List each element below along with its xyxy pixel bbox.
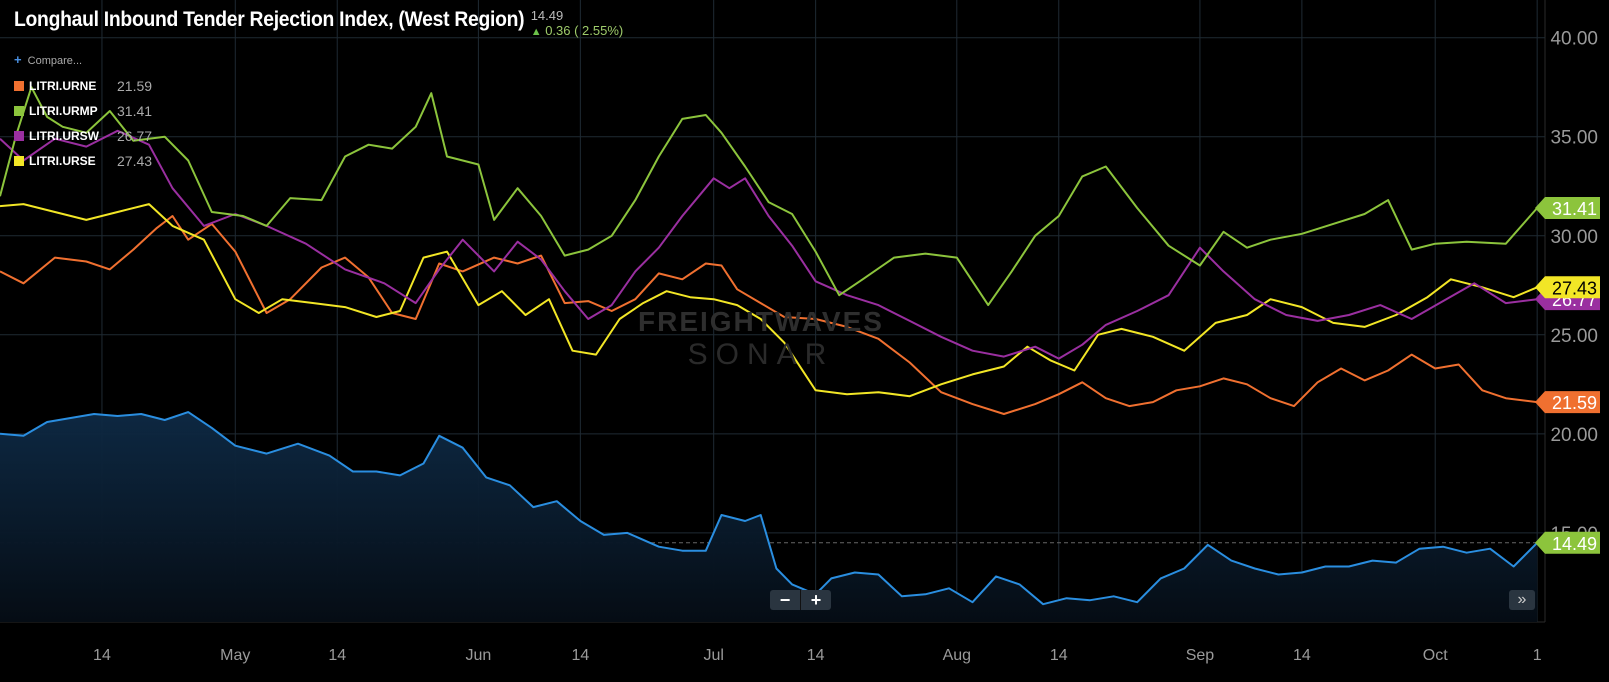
- last-value-badge-main: [1535, 531, 1600, 554]
- series-line-urse: [0, 203, 1538, 398]
- change-value: ▲ 0.36 ( 2.55%): [531, 23, 624, 40]
- x-tick-label: Jun: [466, 647, 492, 664]
- x-tick-label: Sep: [1186, 647, 1215, 664]
- series-line-urmp: [0, 86, 1538, 307]
- legend-item-urse[interactable]: LITRI.URSE 27.43: [14, 148, 152, 173]
- legend-swatch-urmp: [14, 105, 24, 116]
- scroll-right-button[interactable]: »: [1509, 590, 1535, 610]
- x-tick-label: Jul: [703, 647, 723, 664]
- axis-layer: 40.0035.0030.0025.0020.0015.0014May14Jun…: [93, 29, 1598, 664]
- x-tick-label: 14: [807, 647, 825, 664]
- x-tick-label: 14: [571, 647, 589, 664]
- legend-item-urmp[interactable]: LITRI.URMP 31.41: [14, 98, 152, 123]
- x-tick-label: 1: [1533, 647, 1542, 664]
- legend-name: LITRI.URMP: [29, 103, 98, 118]
- legend-item-ursw[interactable]: LITRI.URSW 26.77: [14, 123, 152, 148]
- line-layer: [0, 86, 1538, 606]
- change-text: 0.36 ( 2.55%): [545, 23, 624, 38]
- last-value-badge-urne: [1535, 391, 1600, 414]
- zoom-in-button[interactable]: +: [800, 590, 831, 610]
- chart-header: Longhaul Inbound Tender Rejection Index,…: [14, 8, 623, 40]
- last-value-badge-urse: [1535, 276, 1600, 299]
- y-tick-label: 30.00: [1550, 227, 1598, 248]
- main-series-area: [0, 412, 1538, 622]
- area-layer: [0, 412, 1538, 622]
- legend-value: 21.59: [117, 77, 153, 94]
- x-tick-label: 14: [1293, 647, 1311, 664]
- up-arrow-icon: ▲: [530, 26, 542, 38]
- chart-title: Longhaul Inbound Tender Rejection Index,…: [14, 8, 525, 31]
- series-line-main: [0, 411, 1538, 606]
- x-tick-label: 14: [1050, 647, 1068, 664]
- last-value: 14.49: [530, 8, 564, 23]
- legend-value: 26.77: [117, 127, 153, 144]
- compare-button[interactable]: + Compare...: [14, 52, 152, 67]
- legend-item-urne[interactable]: LITRI.URNE 21.59: [14, 73, 152, 98]
- series-line-urne: [0, 215, 1538, 415]
- legend-value: 31.41: [117, 102, 153, 119]
- x-tick-label: Oct: [1423, 647, 1448, 664]
- y-tick-label: 40.00: [1550, 29, 1598, 50]
- last-value-badge-label: 31.41: [1552, 199, 1597, 219]
- y-tick-label: 25.00: [1550, 326, 1598, 347]
- x-tick-label: 14: [93, 647, 111, 664]
- last-value-badge-label: 21.59: [1552, 393, 1597, 413]
- legend-swatch-ursw: [14, 130, 24, 141]
- zoom-controls: − +: [770, 590, 831, 610]
- y-tick-label: 35.00: [1550, 128, 1598, 149]
- x-tick-label: Aug: [943, 647, 971, 664]
- quote-box: 14.49 ▲ 0.36 ( 2.55%): [531, 8, 624, 40]
- compare-label: Compare...: [27, 55, 83, 67]
- legend-swatch-urne: [14, 80, 24, 91]
- x-tick-label: May: [220, 647, 250, 664]
- last-value-badge-label: 14.49: [1552, 534, 1597, 554]
- x-tick-label: 14: [328, 647, 346, 664]
- zoom-out-button[interactable]: −: [779, 590, 791, 610]
- legend-value: 27.43: [117, 152, 153, 169]
- legend-name: LITRI.URSE: [29, 153, 96, 168]
- y-tick-label: 20.00: [1550, 425, 1598, 446]
- legend-swatch-urse: [14, 155, 24, 166]
- legend-name: LITRI.URSW: [29, 128, 99, 143]
- last-value-badge-urmp: [1535, 197, 1600, 220]
- plus-icon: +: [14, 52, 22, 67]
- legend: + Compare... LITRI.URNE 21.59 LITRI.URMP…: [14, 52, 152, 173]
- legend-name: LITRI.URNE: [29, 78, 97, 93]
- last-value-badge-label: 27.43: [1552, 278, 1597, 298]
